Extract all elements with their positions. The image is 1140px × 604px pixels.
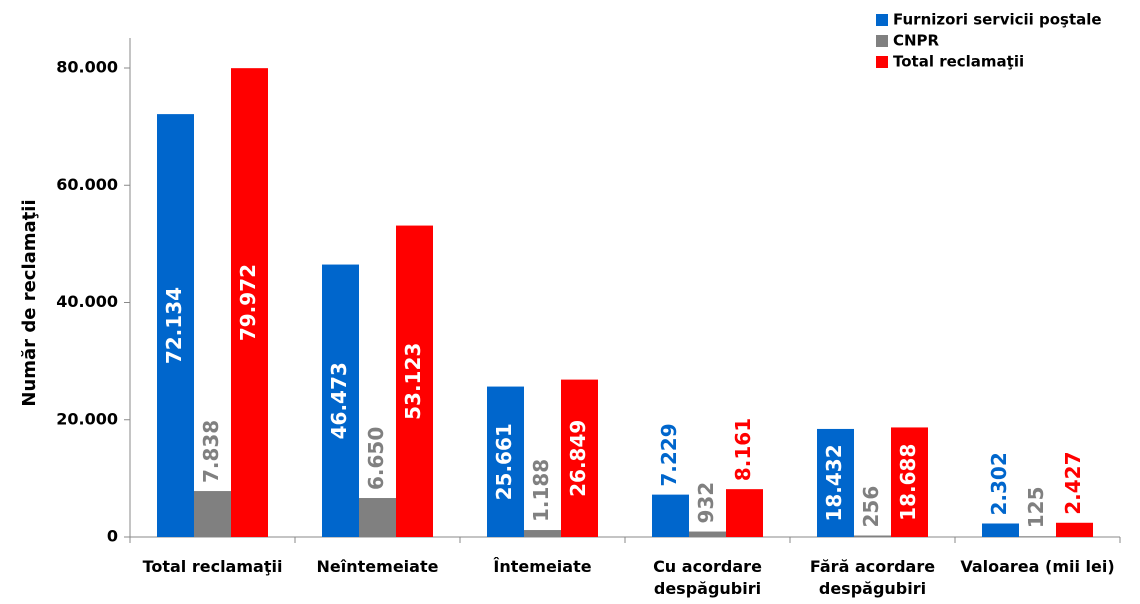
legend-label: Total reclamaţii	[893, 53, 1024, 71]
bar	[396, 225, 433, 537]
value-label: 125	[1024, 487, 1048, 529]
bar	[726, 489, 763, 537]
y-tick-label: 20.000	[56, 409, 118, 428]
bar	[359, 498, 396, 537]
x-tick-label: Fără acordare despăgubiri	[809, 557, 936, 598]
value-label: 53.123	[401, 343, 425, 420]
bar	[854, 535, 891, 537]
x-tick-label: Valoarea (mii lei)	[960, 557, 1115, 576]
y-tick-label: 0	[107, 527, 118, 546]
legend-label: Furnizori servicii poştale	[893, 11, 1102, 29]
bar	[891, 427, 928, 537]
legend-swatch	[876, 56, 888, 68]
value-label: 8.161	[731, 418, 755, 481]
value-label: 72.134	[162, 287, 186, 364]
bar	[524, 530, 561, 537]
bar	[817, 428, 854, 537]
value-label: 25.661	[492, 423, 516, 500]
y-tick-label: 60.000	[56, 175, 118, 194]
value-label: 79.972	[236, 264, 260, 341]
legend-swatch	[876, 14, 888, 26]
bar	[652, 494, 689, 537]
value-label: 26.849	[566, 420, 590, 497]
x-tick-label: Cu acordare despăgubiri	[653, 557, 762, 598]
bar	[487, 386, 524, 537]
value-label: 18.688	[896, 444, 920, 521]
value-label: 2.427	[1061, 452, 1085, 515]
x-tick-label: Neîntemeiate	[316, 557, 439, 576]
x-tick-label: Întemeiate	[493, 557, 592, 576]
x-tick-label: Total reclamaţii	[142, 557, 283, 576]
value-label: 6.650	[364, 427, 388, 490]
bar	[982, 523, 1019, 537]
value-label: 18.432	[822, 444, 846, 521]
value-label: 46.473	[327, 362, 351, 439]
bar	[322, 264, 359, 537]
legend-swatch	[876, 35, 888, 47]
value-label: 256	[859, 486, 883, 528]
y-tick-label: 40.000	[56, 292, 118, 311]
y-tick-label: 80.000	[56, 58, 118, 77]
value-label: 2.302	[987, 452, 1011, 515]
y-axis-label: Număr de reclamaţii	[19, 199, 40, 406]
legend-label: CNPR	[893, 32, 940, 50]
bar	[157, 114, 194, 537]
value-label: 7.229	[657, 423, 681, 486]
bar	[561, 379, 598, 537]
bar	[689, 531, 726, 537]
value-label: 1.188	[529, 459, 553, 522]
value-label: 932	[694, 482, 718, 524]
bar	[1056, 522, 1093, 537]
value-label: 7.838	[199, 420, 223, 483]
bar	[1019, 536, 1056, 537]
bar	[231, 68, 268, 537]
bar	[194, 491, 231, 537]
